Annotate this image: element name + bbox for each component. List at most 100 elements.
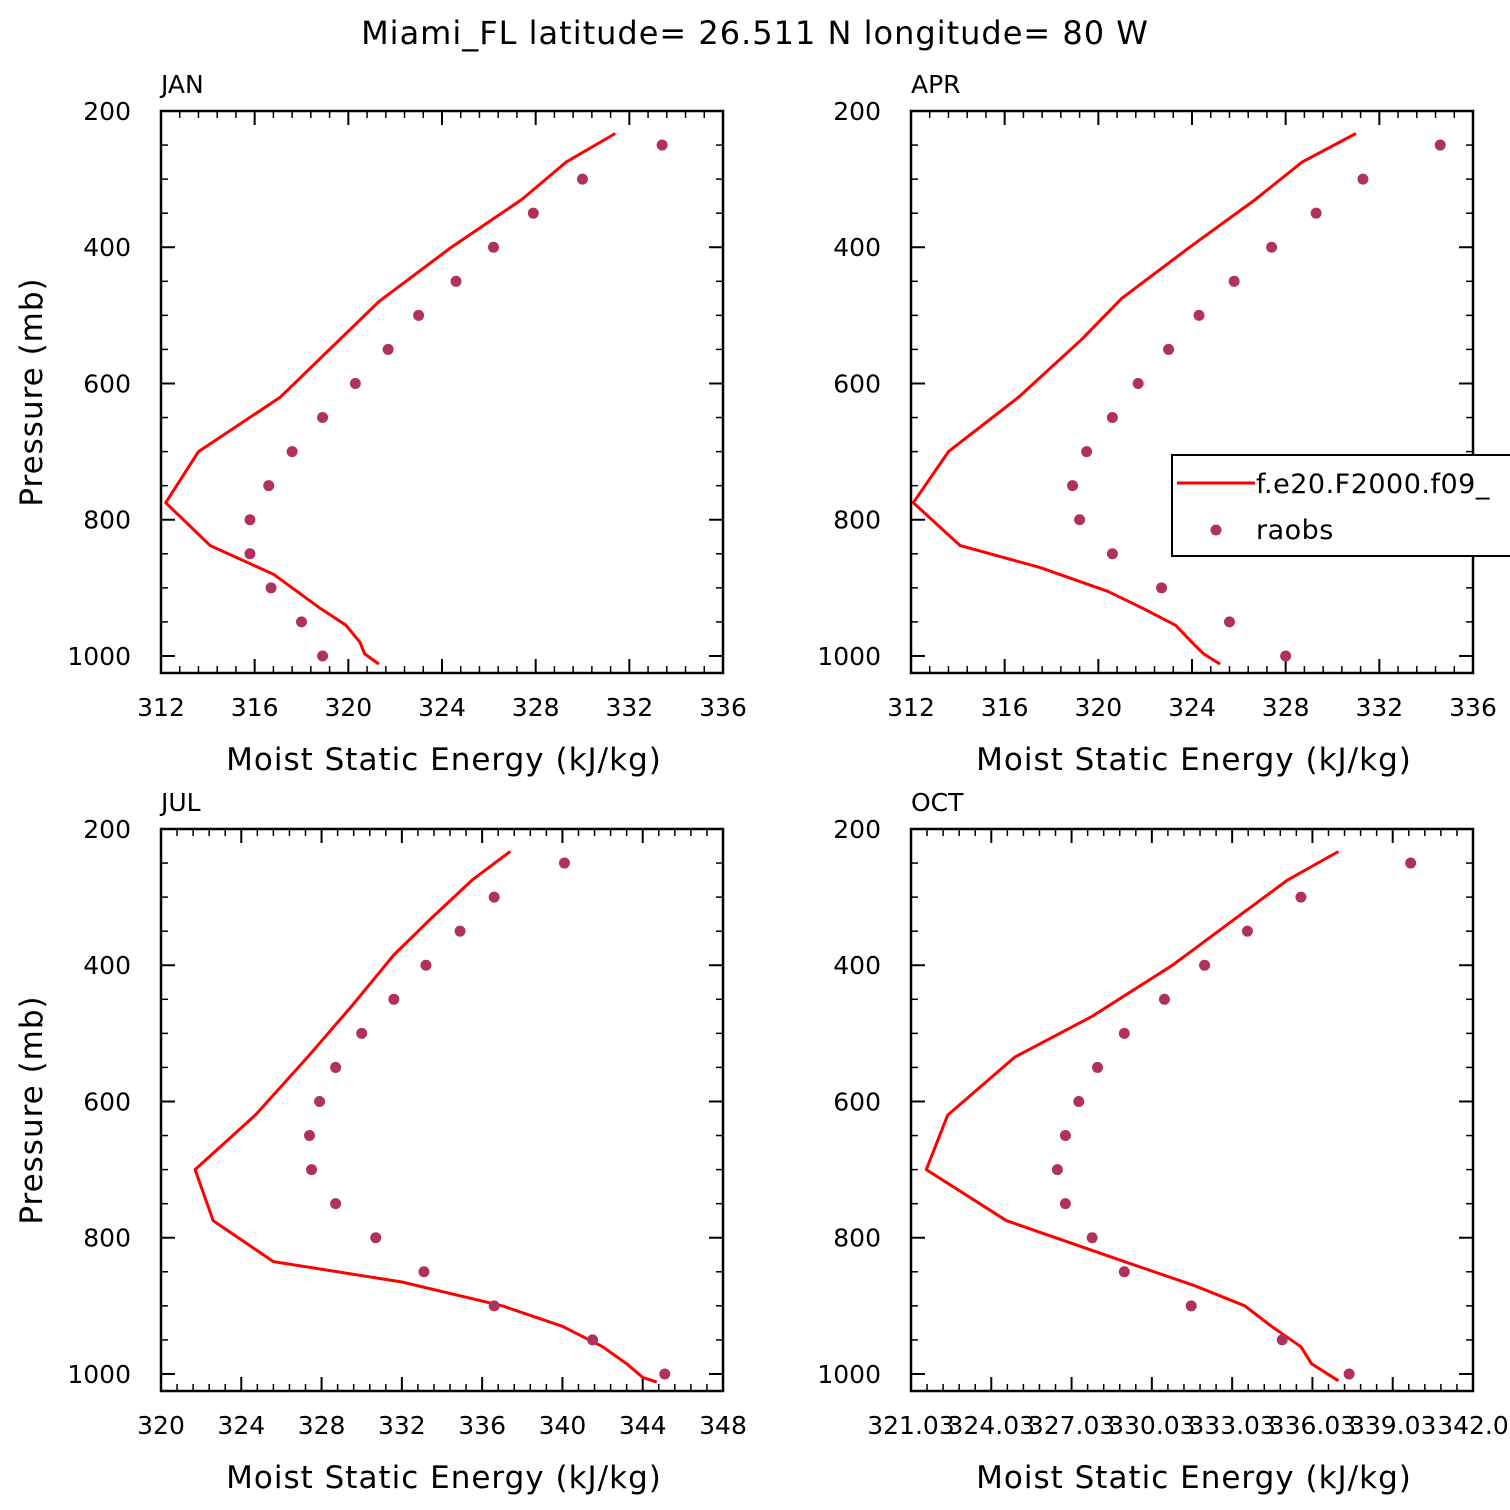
- obs-point: [1059, 1198, 1071, 1210]
- y-tick-label: 400: [833, 233, 881, 262]
- obs-point: [1266, 241, 1278, 253]
- x-tick-label: 320: [1074, 693, 1122, 722]
- y-tick-label: 1000: [817, 642, 881, 671]
- obs-point: [1163, 343, 1175, 355]
- panel-jan: JAN 312 316 320 324 328 332 336 200 400 600 800 1000…: [14, 70, 747, 778]
- plot-frame: [159, 827, 725, 1393]
- obs-point: [1156, 582, 1168, 594]
- legend-label-model: f.e20.F2000.f09_: [1256, 469, 1490, 500]
- x-tick-label: 312: [887, 693, 935, 722]
- obs-point: [1185, 1300, 1197, 1312]
- obs-point: [413, 309, 425, 321]
- obs-point: [382, 343, 394, 355]
- x-tick-label: 324: [418, 693, 466, 722]
- obs-point: [1310, 207, 1322, 219]
- obs-point: [1405, 857, 1417, 869]
- y-tick-label: 200: [833, 97, 881, 126]
- x-tick-label: 327.03: [1028, 1411, 1115, 1440]
- obs-point: [1081, 446, 1093, 458]
- panel-label: OCT: [911, 788, 964, 817]
- y-tick-label: 600: [83, 1087, 131, 1116]
- x-axis-label: Moist Static Energy (kJ/kg): [976, 742, 1412, 778]
- x-tick-label: 332: [605, 693, 653, 722]
- obs-point: [1193, 309, 1205, 321]
- x-tick-label: 330.03: [1108, 1411, 1195, 1440]
- panel-apr: APR 312 316 320 324 328 332 336 200 400 600 800 1000…: [817, 70, 1510, 778]
- legend-label-obs: raobs: [1256, 515, 1334, 546]
- y-tick-label: 800: [83, 1224, 131, 1253]
- obs-point: [306, 1164, 318, 1176]
- obs-point: [1223, 616, 1235, 628]
- x-tick-label: 328: [1262, 693, 1310, 722]
- obs-point: [1086, 1232, 1098, 1244]
- x-tick-label: 339.03: [1349, 1411, 1436, 1440]
- obs-point: [349, 377, 361, 389]
- y-tick-label: 400: [833, 951, 881, 980]
- x-tick-label: 324: [1168, 693, 1216, 722]
- obs-point: [317, 412, 329, 424]
- obs-point: [370, 1232, 382, 1244]
- obs-point: [1280, 650, 1292, 662]
- obs-point: [296, 616, 307, 628]
- obs-point: [656, 139, 668, 151]
- obs-point: [304, 1130, 316, 1142]
- y-tick-label: 200: [83, 97, 131, 126]
- x-tick-label: 336.03: [1269, 1411, 1356, 1440]
- x-tick-label: 324: [217, 1411, 265, 1440]
- x-tick-label: 342.0: [1437, 1411, 1509, 1440]
- model-line: [164, 132, 617, 666]
- obs-point: [263, 480, 275, 492]
- obs-point: [454, 925, 466, 937]
- panel-label: JUL: [159, 788, 201, 817]
- x-axis-label: Moist Static Energy (kJ/kg): [226, 1460, 662, 1496]
- x-tick-label: 333.03: [1188, 1411, 1275, 1440]
- obs-point: [1241, 925, 1253, 937]
- obs-point: [420, 959, 432, 971]
- x-tick-label: 320: [137, 1411, 185, 1440]
- y-tick-label: 200: [833, 815, 881, 844]
- y-tick-label: 1000: [67, 1360, 131, 1389]
- obs-point: [527, 207, 539, 219]
- obs-point: [1118, 1266, 1130, 1278]
- obs-point: [1295, 891, 1307, 903]
- x-tick-label: 321.03: [867, 1411, 954, 1440]
- obs-point: [659, 1368, 671, 1380]
- obs-point: [265, 582, 277, 594]
- obs-point: [356, 1027, 368, 1039]
- y-tick-label: 800: [833, 1224, 881, 1253]
- panel-label: JAN: [159, 70, 204, 99]
- obs-point: [1092, 1061, 1104, 1073]
- obs-point: [1059, 1130, 1071, 1142]
- y-tick-label: 200: [83, 815, 131, 844]
- obs-point: [1434, 139, 1446, 151]
- panel-label: APR: [911, 70, 961, 99]
- x-tick-label: 332: [378, 1411, 426, 1440]
- obs-point: [1158, 993, 1170, 1005]
- y-tick-label: 1000: [67, 642, 131, 671]
- y-tick-label: 600: [83, 369, 131, 398]
- obs-point: [1067, 480, 1079, 492]
- obs-point: [388, 993, 400, 1005]
- obs-point: [418, 1266, 430, 1278]
- obs-point: [244, 548, 256, 560]
- x-tick-label: 332: [1355, 693, 1403, 722]
- obs-point: [1106, 412, 1118, 424]
- obs-point: [488, 1300, 500, 1312]
- x-tick-label: 316: [231, 693, 279, 722]
- y-tick-label: 400: [83, 951, 131, 980]
- obs-point: [1228, 275, 1240, 287]
- obs-point: [244, 514, 256, 526]
- obs-point: [450, 275, 462, 287]
- x-tick-label: 324.03: [948, 1411, 1035, 1440]
- x-tick-label: 312: [137, 693, 185, 722]
- obs-point: [1118, 1027, 1130, 1039]
- y-axis-label: Pressure (mb): [14, 995, 50, 1224]
- obs-point: [488, 891, 500, 903]
- obs-point: [587, 1334, 599, 1346]
- y-tick-label: 1000: [817, 1360, 881, 1389]
- obs-point: [1276, 1334, 1288, 1346]
- obs-point: [317, 650, 329, 662]
- figure-title: Miami_FL latitude= 26.511 N longitude= 8…: [361, 14, 1149, 52]
- panel-jul: JUL 320 324 328 332 336 340 344 348 200 400 600 800 1…: [14, 788, 747, 1496]
